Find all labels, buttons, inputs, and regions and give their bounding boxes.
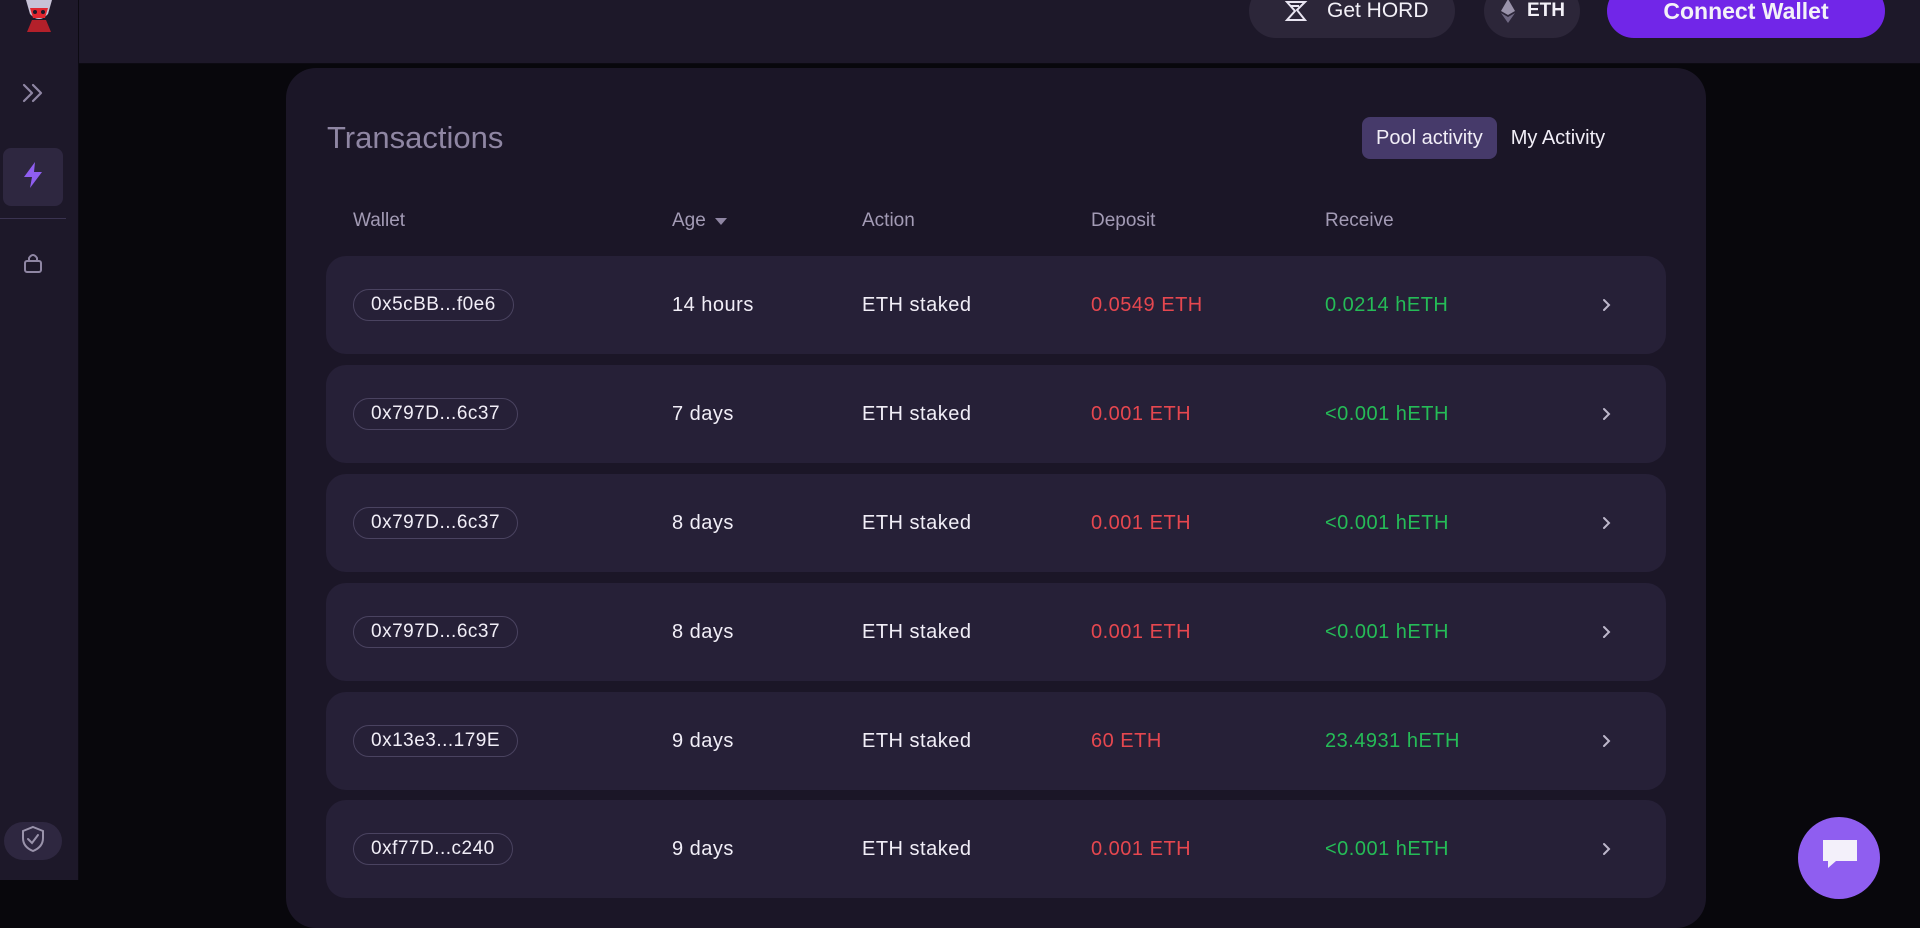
chat-icon xyxy=(1820,837,1860,876)
action-cell: ETH staked xyxy=(862,293,972,316)
activity-tabs: Pool activity My Activity xyxy=(1362,117,1619,159)
tab-pool-activity[interactable]: Pool activity xyxy=(1362,117,1497,159)
hord-logo-icon xyxy=(1283,0,1309,30)
page-title: Transactions xyxy=(327,120,504,155)
column-header-action-label: Action xyxy=(862,210,915,231)
action-cell: ETH staked xyxy=(862,402,972,425)
action-cell: ETH staked xyxy=(862,511,972,534)
network-label: ETH xyxy=(1527,0,1565,21)
column-header-deposit-label: Deposit xyxy=(1091,210,1156,231)
sidebar-item-staking[interactable] xyxy=(3,148,63,206)
wallet-address[interactable]: 0xf77D...c240 xyxy=(353,833,513,865)
age-cell: 8 days xyxy=(672,620,734,643)
deposit-cell: 0.001 ETH xyxy=(1091,511,1192,534)
eth-icon xyxy=(1500,0,1516,30)
age-cell: 7 days xyxy=(672,402,734,425)
sidebar xyxy=(0,0,79,880)
column-header-action: Action xyxy=(862,210,915,232)
sort-down-icon xyxy=(714,210,728,232)
column-header-receive: Receive xyxy=(1325,210,1394,232)
sidebar-item-lock[interactable] xyxy=(18,250,48,280)
shield-icon xyxy=(20,825,46,858)
get-hord-label: Get HORD xyxy=(1327,0,1429,22)
expand-sidebar-button[interactable] xyxy=(16,78,50,112)
lock-icon xyxy=(22,251,44,280)
top-bar: Get HORD ETH Connect Wallet xyxy=(0,0,1920,64)
deposit-cell: 0.001 ETH xyxy=(1091,620,1192,643)
sidebar-item-security[interactable] xyxy=(4,822,62,860)
chat-button[interactable] xyxy=(1798,817,1880,899)
age-cell: 9 days xyxy=(672,837,734,860)
wallet-address[interactable]: 0x797D...6c37 xyxy=(353,507,519,539)
get-hord-button[interactable]: Get HORD xyxy=(1249,0,1455,38)
deposit-cell: 0.001 ETH xyxy=(1091,402,1192,425)
receive-cell: <0.001 hETH xyxy=(1325,620,1449,643)
table-row[interactable]: 0x797D...6c37 8 days ETH staked 0.001 ET… xyxy=(326,583,1666,681)
wallet-address[interactable]: 0x5cBB...f0e6 xyxy=(353,289,514,321)
connect-wallet-label: Connect Wallet xyxy=(1663,0,1829,24)
column-header-wallet-label: Wallet xyxy=(353,210,406,231)
column-header-deposit: Deposit xyxy=(1091,210,1155,232)
chevron-right-icon[interactable] xyxy=(1594,510,1620,536)
receive-cell: 23.4931 hETH xyxy=(1325,729,1460,752)
expand-icon xyxy=(21,82,45,109)
receive-cell: <0.001 hETH xyxy=(1325,837,1449,860)
age-cell: 14 hours xyxy=(672,293,754,316)
column-header-age[interactable]: Age xyxy=(672,210,728,232)
receive-cell: <0.001 hETH xyxy=(1325,511,1449,534)
app-logo[interactable] xyxy=(18,0,60,34)
network-selector[interactable]: ETH xyxy=(1484,0,1580,38)
table-row[interactable]: 0xf77D...c240 9 days ETH staked 0.001 ET… xyxy=(326,800,1666,898)
table-row[interactable]: 0x797D...6c37 7 days ETH staked 0.001 ET… xyxy=(326,365,1666,463)
action-cell: ETH staked xyxy=(862,620,972,643)
receive-cell: 0.0214 hETH xyxy=(1325,293,1449,316)
column-header-wallet: Wallet xyxy=(353,210,405,232)
table-row[interactable]: 0x5cBB...f0e6 14 hours ETH staked 0.0549… xyxy=(326,256,1666,354)
connect-wallet-button[interactable]: Connect Wallet xyxy=(1607,0,1885,38)
lightning-icon xyxy=(22,161,44,194)
action-cell: ETH staked xyxy=(862,729,972,752)
action-cell: ETH staked xyxy=(862,837,972,860)
tab-my-activity[interactable]: My Activity xyxy=(1510,126,1606,149)
chevron-right-icon[interactable] xyxy=(1594,728,1620,754)
chevron-right-icon[interactable] xyxy=(1594,401,1620,427)
table-row[interactable]: 0x13e3...179E 9 days ETH staked 60 ETH 2… xyxy=(326,692,1666,790)
age-cell: 9 days xyxy=(672,729,734,752)
chevron-right-icon[interactable] xyxy=(1594,619,1620,645)
table-row[interactable]: 0x797D...6c37 8 days ETH staked 0.001 ET… xyxy=(326,474,1666,572)
chevron-right-icon[interactable] xyxy=(1594,292,1620,318)
wallet-address[interactable]: 0x13e3...179E xyxy=(353,725,519,757)
age-cell: 8 days xyxy=(672,511,734,534)
column-header-receive-label: Receive xyxy=(1325,210,1394,231)
deposit-cell: 0.001 ETH xyxy=(1091,837,1192,860)
deposit-cell: 0.0549 ETH xyxy=(1091,293,1203,316)
receive-cell: <0.001 hETH xyxy=(1325,402,1449,425)
wallet-address[interactable]: 0x797D...6c37 xyxy=(353,398,519,430)
chevron-right-icon[interactable] xyxy=(1594,836,1620,862)
wallet-address[interactable]: 0x797D...6c37 xyxy=(353,616,519,648)
deposit-cell: 60 ETH xyxy=(1091,729,1162,752)
column-header-age-label: Age xyxy=(672,210,706,231)
sidebar-divider xyxy=(0,218,66,219)
